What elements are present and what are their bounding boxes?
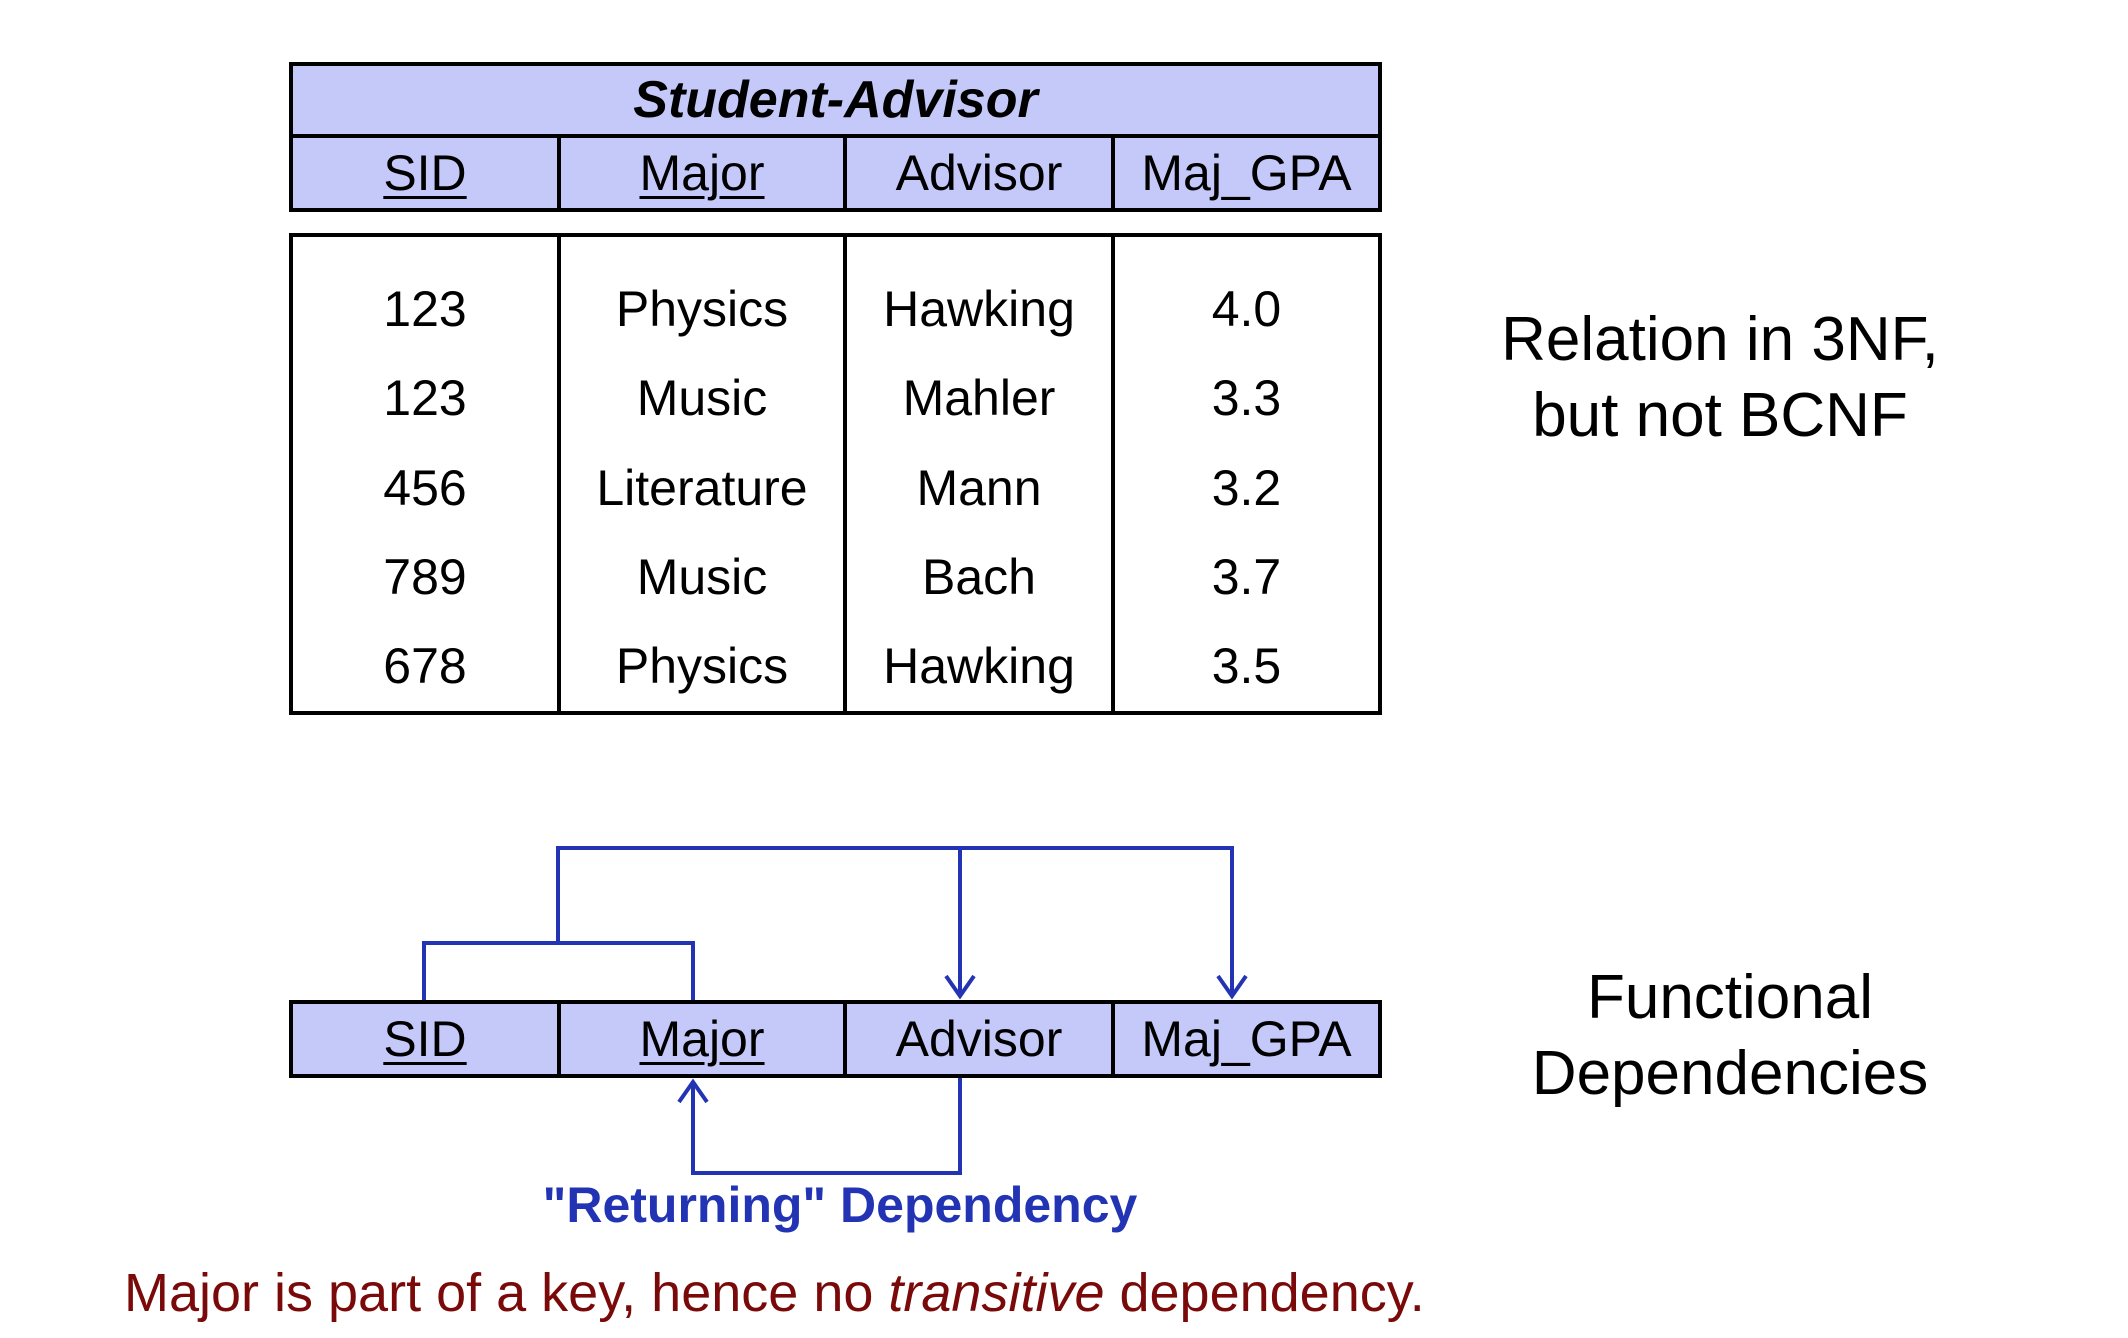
relation-body: 123 123 456 789 678 Physics Music Litera…	[289, 233, 1382, 715]
table-cell: Hawking	[883, 280, 1075, 337]
table-cell: 3.3	[1211, 370, 1282, 427]
table-cell: Literature	[596, 459, 808, 516]
fd-note: Functional Dependencies	[1480, 960, 1980, 1112]
returning-dependency-label: "Returning" Dependency	[542, 1177, 1138, 1233]
footer-text-emphasis: transitive	[888, 1263, 1105, 1323]
column-sid: 123 123 456 789 678	[293, 237, 561, 711]
footer-note: Major is part of a key, hence no transit…	[124, 1262, 1724, 1324]
fd-attribute-row: SID Major Advisor Maj_GPA	[289, 1000, 1382, 1078]
column-header-advisor: Advisor	[847, 138, 1115, 208]
table-cell: 123	[383, 370, 467, 427]
table-cell: Mahler	[902, 370, 1056, 427]
table-cell: Physics	[615, 638, 789, 695]
key-bracket-line	[422, 941, 695, 1000]
fd-attr-maj-gpa: Maj_GPA	[1141, 1011, 1352, 1067]
footer-text-after: dependency.	[1104, 1263, 1425, 1323]
table-cell: 456	[383, 459, 467, 516]
footer-text-before: Major is part of a key, hence no	[124, 1263, 889, 1323]
column-maj-gpa: 4.0 3.3 3.2 3.7 3.5	[1115, 237, 1378, 711]
table-cell: 3.2	[1211, 459, 1282, 516]
relation-title-text: Student-Advisor	[633, 71, 1038, 129]
column-header-major: Major	[561, 138, 847, 208]
column-advisor: Hawking Mahler Mann Bach Hawking	[847, 237, 1115, 711]
table-cell: 123	[383, 280, 467, 337]
table-cell: Physics	[615, 280, 789, 337]
column-major: Physics Music Literature Music Physics	[561, 237, 847, 711]
arrowhead-maj-gpa-icon	[1216, 974, 1248, 1000]
relation-title: Student-Advisor	[289, 62, 1382, 138]
table-cell: Music	[636, 370, 768, 427]
table-cell: Bach	[922, 548, 1036, 605]
table-cell: 4.0	[1211, 280, 1282, 337]
fd-note-line2: Dependencies	[1531, 1039, 1929, 1108]
fd-line-advisor-to-major	[691, 1078, 962, 1175]
column-header-sid: SID	[293, 138, 561, 208]
fd-line-key-to-maj-gpa	[556, 846, 1234, 996]
fd-attr-advisor: Advisor	[847, 1004, 1115, 1074]
fd-attr-sid: SID	[293, 1004, 561, 1074]
table-cell: Music	[636, 548, 768, 605]
table-cell: 3.5	[1211, 638, 1282, 695]
relation-note-line2: but not BCNF	[1532, 381, 1908, 450]
fd-note-line1: Functional	[1586, 963, 1874, 1032]
arrowhead-major-icon	[677, 1078, 709, 1104]
fd-attr-major: Major	[561, 1004, 847, 1074]
relation-header-row: SID Major Advisor Maj_GPA	[289, 134, 1382, 212]
table-cell: 789	[383, 548, 467, 605]
table-cell: 678	[383, 638, 467, 695]
arrowhead-advisor-icon	[944, 974, 976, 1000]
relation-note-line1: Relation in 3NF,	[1501, 305, 1939, 374]
table-cell: 3.7	[1211, 548, 1282, 605]
table-cell: Mann	[916, 459, 1042, 516]
table-cell: Hawking	[883, 638, 1075, 695]
column-header-maj-gpa: Maj_GPA	[1141, 145, 1352, 201]
relation-normal-form-note: Relation in 3NF, but not BCNF	[1480, 302, 1960, 454]
